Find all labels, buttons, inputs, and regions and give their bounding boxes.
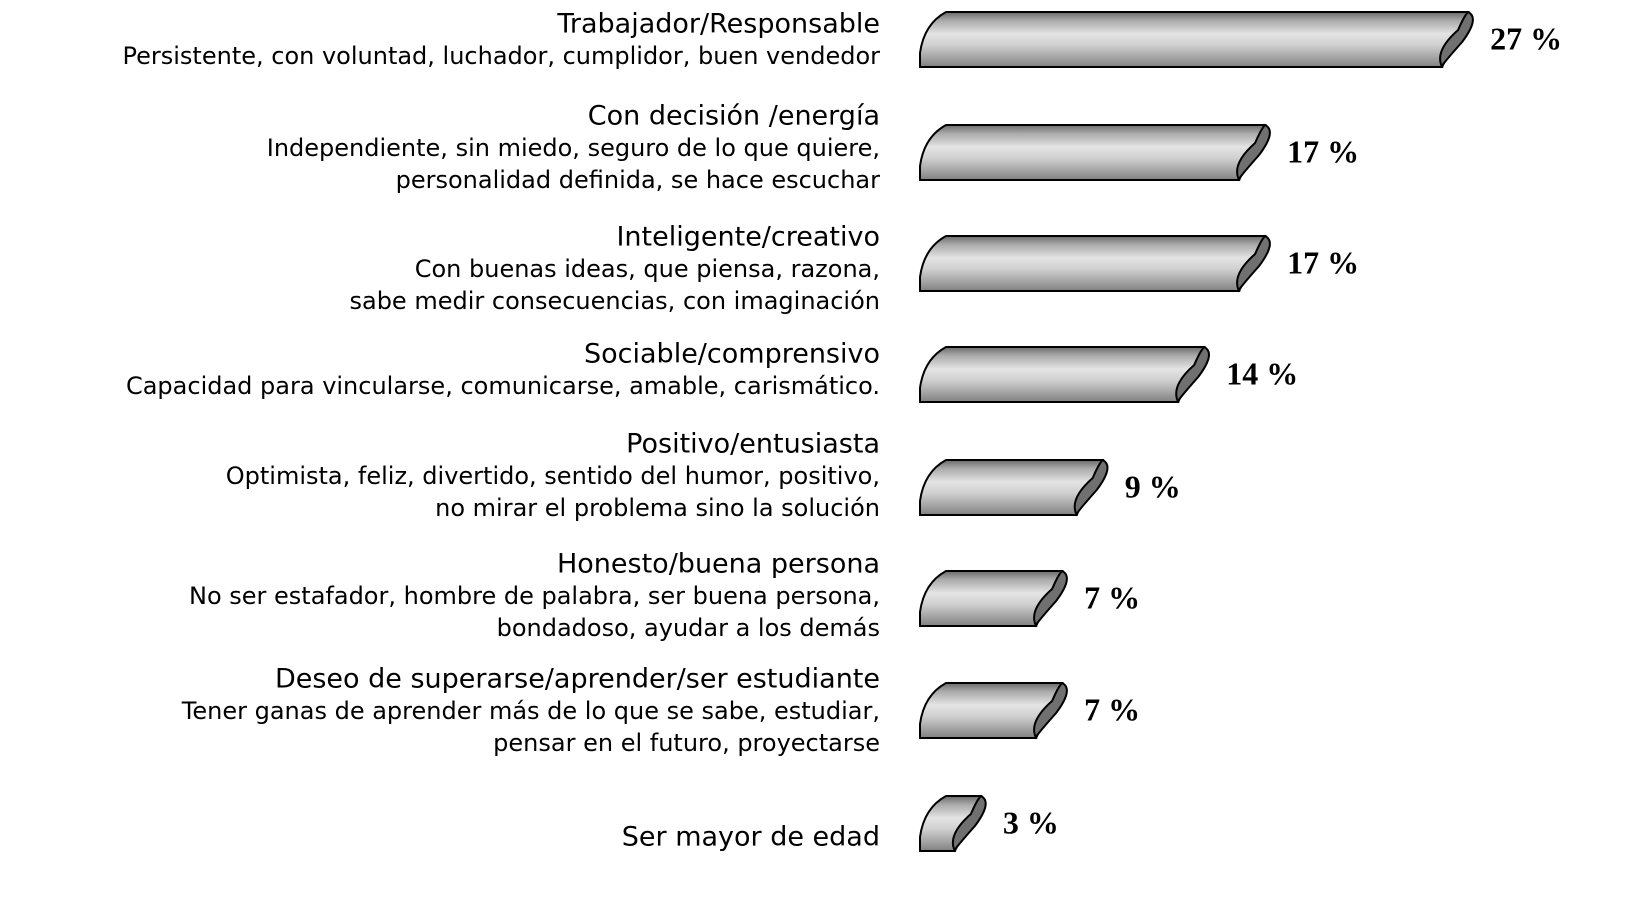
category-description: sabe medir consecuencias, con imaginació…: [349, 287, 880, 315]
category-title: Ser mayor de edad: [622, 822, 880, 853]
category-description: pensar en el futuro, proyectarse: [493, 729, 880, 757]
category-description: No ser estafador, hombre de palabra, ser…: [189, 582, 880, 610]
category-description: Optimista, feliz, divertido, sentido del…: [226, 462, 880, 490]
category-title: Positivo/entusiasta: [626, 429, 880, 460]
category-description: Con buenas ideas, que piensa, razona,: [415, 255, 880, 283]
category-title: Deseo de superarse/aprender/ser estudian…: [275, 664, 880, 695]
category-title: Trabajador/Responsable: [556, 9, 880, 40]
category-description: Persistente, con voluntad, luchador, cum…: [123, 42, 881, 70]
category-description: personalidad definida, se hace escuchar: [396, 166, 881, 194]
bar: [919, 234, 1271, 293]
value-label: 3 %: [1003, 804, 1059, 840]
category-title: Con decisión /energía: [588, 101, 880, 132]
value-label: 17 %: [1287, 244, 1359, 280]
bar: [919, 10, 1474, 69]
category-title: Inteligente/creativo: [616, 222, 880, 253]
category-title: Honesto/buena persona: [557, 549, 880, 580]
value-label: 17 %: [1287, 133, 1359, 169]
value-label: 14 %: [1226, 355, 1298, 391]
category-description: bondadoso, ayudar a los demás: [497, 614, 880, 642]
bar: [919, 794, 987, 853]
bar: [919, 345, 1210, 404]
bar: [919, 458, 1109, 517]
category-description: Tener ganas de aprender más de lo que se…: [181, 697, 880, 725]
category-description: Capacidad para vincularse, comunicarse, …: [126, 372, 880, 400]
value-label: 7 %: [1084, 691, 1140, 727]
value-label: 7 %: [1084, 579, 1140, 615]
bar: [919, 681, 1068, 740]
category-title: Sociable/comprensivo: [584, 339, 880, 370]
value-label: 27 %: [1490, 20, 1562, 56]
value-label: 9 %: [1125, 468, 1181, 504]
bar: [919, 569, 1068, 628]
bar: [919, 123, 1271, 182]
category-description: Independiente, sin miedo, seguro de lo q…: [267, 134, 880, 162]
category-description: no mirar el problema sino la solución: [435, 494, 880, 522]
